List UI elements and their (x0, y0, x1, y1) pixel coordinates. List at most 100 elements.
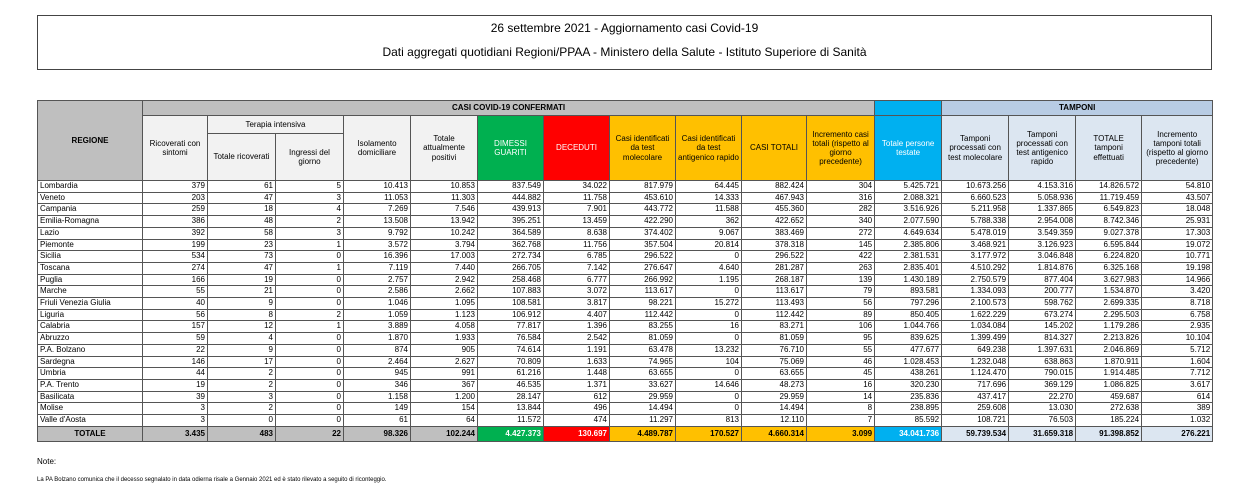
cell: 9 (207, 297, 276, 310)
cell: 274 (142, 261, 208, 275)
cell: 1.337.865 (1008, 203, 1077, 217)
cell: 6.660.523 (941, 191, 1010, 205)
cell: 7.712 (1141, 367, 1214, 380)
cell: 467.943 (741, 191, 807, 205)
cell: 1 (275, 238, 344, 252)
cell: 437.417 (941, 390, 1010, 404)
cell: 839.625 (874, 332, 943, 345)
cell: 4.640 (675, 261, 742, 275)
cell: 395.251 (477, 215, 544, 228)
cell: 29.959 (741, 390, 807, 404)
cell: 2.627 (410, 355, 478, 369)
cell: 6.758 (1141, 308, 1214, 322)
cell: 2.835.401 (874, 261, 943, 275)
cell: 7 (805, 414, 876, 427)
cell: 1.448 (543, 367, 610, 380)
cell: 6.224.820 (1075, 250, 1143, 263)
cell: 1.914.485 (1075, 367, 1143, 380)
cell: 276.647 (609, 261, 676, 275)
cell: 296.522 (609, 250, 676, 263)
cell: 10.242 (410, 226, 478, 240)
cell: 5.712 (1141, 343, 1214, 357)
cell: 1.095 (410, 297, 478, 310)
cell: 496 (543, 402, 610, 416)
cell: 453.610 (609, 191, 676, 205)
table-row: Veneto 203 47 3 11.053 11.303 444.882 11.758 453… (37, 191, 1214, 205)
cell: 1.633 (543, 355, 610, 369)
region-name: Friuli Venezia Giulia (37, 297, 143, 310)
cell: 1.086.825 (1075, 378, 1143, 392)
cell: 1.123 (410, 308, 478, 322)
cell: 113.617 (609, 285, 676, 299)
region-name: Toscana (37, 261, 143, 275)
cell: 203 (142, 191, 208, 205)
cell: 797.296 (874, 297, 943, 310)
cell: 0 (675, 390, 742, 404)
total-cell: 130.697 (543, 425, 610, 442)
cell: 48 (207, 215, 276, 228)
cell: 108.581 (477, 297, 544, 310)
cell: 422.290 (609, 215, 676, 228)
cell: 81.059 (741, 332, 807, 345)
column-header: Ingressi del giorno (275, 133, 344, 181)
cell: 2.385.806 (874, 238, 943, 252)
cell: 2.381.531 (874, 250, 943, 263)
cell: 2.213.826 (1075, 332, 1143, 345)
cell: 16 (675, 320, 742, 334)
total-cell: 170.527 (675, 425, 742, 442)
cell: 73 (207, 250, 276, 263)
cell: 6.777 (543, 273, 610, 287)
cell: 139 (805, 273, 876, 287)
cell: 98.221 (609, 297, 676, 310)
cell: 316 (805, 191, 876, 205)
cell: 9.067 (675, 226, 742, 240)
cell: 1.232.048 (941, 355, 1010, 369)
region-name: Liguria (37, 308, 143, 322)
table-row: Calabria 157 12 1 3.889 4.058 77.817 1.396 83.25… (37, 320, 1214, 334)
cell: 17.003 (410, 250, 478, 263)
cell: 3.549.359 (1008, 226, 1077, 240)
cell: 7.901 (543, 203, 610, 217)
total-cell: 483 (207, 425, 276, 442)
cell: 33.627 (609, 378, 676, 392)
cell: 107.883 (477, 285, 544, 299)
region-name: Piemonte (37, 238, 143, 252)
total-cell: 31.659.318 (1008, 425, 1077, 442)
cell: 1.046 (343, 297, 411, 310)
cell: 362 (675, 215, 742, 228)
region-name: Molise (37, 402, 143, 416)
cell: 534 (142, 250, 208, 263)
cell: 6.785 (543, 250, 610, 263)
cell: 0 (675, 308, 742, 322)
cell: 14.494 (609, 402, 676, 416)
cell: 422.652 (741, 215, 807, 228)
cell: 10.104 (1141, 332, 1214, 345)
cell: 3.617 (1141, 378, 1214, 392)
cell: 3.126.923 (1008, 238, 1077, 252)
cell: 0 (275, 250, 344, 263)
cell: 13.232 (675, 343, 742, 357)
table-row: Toscana 274 47 1 7.119 7.440 266.705 7.142 276.6… (37, 261, 1214, 275)
cell: 5.478.019 (941, 226, 1010, 240)
cell: 1.032 (1141, 414, 1214, 427)
total-cell: 34.041.736 (874, 425, 943, 442)
cell: 70.809 (477, 355, 544, 369)
cell: 76.710 (741, 343, 807, 357)
cell: 104 (675, 355, 742, 369)
cell: 6.325.168 (1075, 261, 1143, 275)
cell: 7.269 (343, 203, 411, 217)
table-row: Marche 55 21 0 2.586 2.662 107.883 3.072 113.617… (37, 285, 1214, 299)
cell: 612 (543, 390, 610, 404)
cell: 146 (142, 355, 208, 369)
cell: 2.662 (410, 285, 478, 299)
cell: 185.224 (1075, 414, 1143, 427)
cell: 22 (142, 343, 208, 357)
cell: 112.442 (741, 308, 807, 322)
cell: 11.297 (609, 414, 676, 427)
total-cell: 59.739.534 (941, 425, 1010, 442)
cell: 23 (207, 238, 276, 252)
table-row: Basilicata 39 3 0 1.158 1.200 28.147 612 29.959 0… (37, 390, 1214, 404)
cell: 6.595.844 (1075, 238, 1143, 252)
cell: 817.979 (609, 180, 676, 193)
